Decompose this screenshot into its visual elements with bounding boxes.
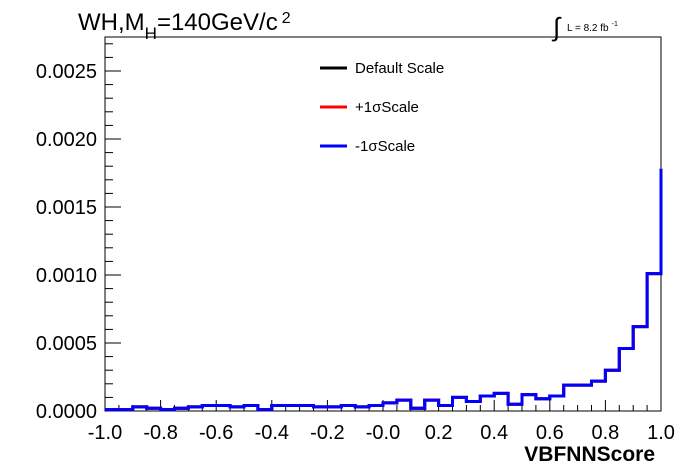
x-tick-label: 0.4 xyxy=(480,422,508,444)
lumi-text: L = 8.2 fb xyxy=(567,23,609,34)
title-superscript: 2 xyxy=(282,10,291,27)
y-tick-label: 0.0010 xyxy=(36,265,97,287)
x-tick-label: -0.0 xyxy=(366,422,400,444)
x-tick-label: 0.2 xyxy=(425,422,453,444)
title-main: WH,M xyxy=(78,9,145,36)
series-line xyxy=(105,168,663,412)
x-tick-label: -0.8 xyxy=(143,422,177,444)
legend-label: -1σScale xyxy=(355,138,415,155)
x-axis-label: VBFNNScore xyxy=(524,443,655,466)
x-tick-label: 0.8 xyxy=(591,422,619,444)
x-tick-label: -0.2 xyxy=(310,422,344,444)
series-layer xyxy=(105,168,663,412)
y-tick-label: 0.0005 xyxy=(36,333,97,355)
legend-label: +1σScale xyxy=(355,99,419,116)
plot-frame xyxy=(104,36,662,412)
y-tick-label: 0.0015 xyxy=(36,197,97,219)
y-axis: 0.0000 0.0005 0.0010 0.0015 0.0020 0.0025 xyxy=(36,43,121,423)
x-tick-label: -0.6 xyxy=(199,422,233,444)
y-tick-label: 0.0020 xyxy=(36,129,97,151)
lumi-superscript: -1 xyxy=(612,21,618,28)
lumi-integral-sign: ∫ xyxy=(551,12,562,42)
y-tick-label: 0.0025 xyxy=(36,61,97,83)
chart-title: WH,MH=140GeV/c 2 xyxy=(78,9,291,43)
title-mid: =140GeV/c xyxy=(157,9,278,36)
legend: Default Scale +1σScale -1σScale xyxy=(320,60,444,155)
lumi-label: L = 8.2 fb -1 xyxy=(567,21,618,34)
x-axis: -1.0 -0.8 -0.6 -0.4 -0.2 -0.0 0.2 0.4 0.6 0.8 1.0 xyxy=(88,400,675,444)
y-tick-label: 0.0000 xyxy=(36,401,97,423)
series-line xyxy=(105,168,663,412)
x-tick-label: -1.0 xyxy=(88,422,122,444)
x-tick-label: 0.6 xyxy=(536,422,564,444)
series-line xyxy=(105,168,663,412)
x-tick-label: -0.4 xyxy=(255,422,289,444)
title-subscript: H xyxy=(145,24,157,43)
legend-label: Default Scale xyxy=(355,60,444,77)
x-tick-label: 1.0 xyxy=(647,422,675,444)
